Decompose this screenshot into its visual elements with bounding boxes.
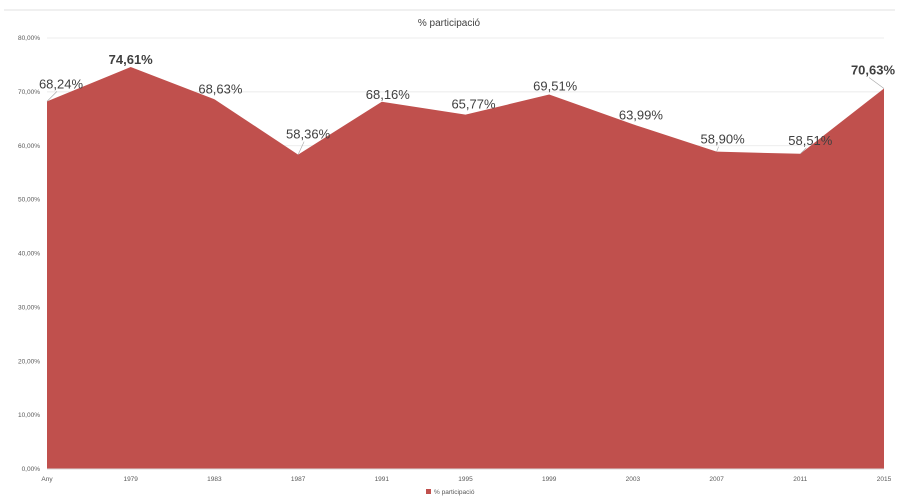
data-label: 58,36% <box>286 127 331 142</box>
y-tick-label: 0,00% <box>22 466 41 473</box>
data-labels: 68,24% 74,61% 68,63% 58,36% 68,16% 65,77% 69,5… <box>39 52 896 155</box>
x-tick-label: 2003 <box>626 476 641 483</box>
data-label: 68,24% <box>39 76 84 91</box>
data-label-leader <box>800 147 807 154</box>
y-tick-label: 50,00% <box>18 197 40 204</box>
x-tick-label: 1995 <box>458 476 473 483</box>
x-tick-label: 2011 <box>793 476 807 483</box>
x-tick-label: Any <box>41 476 53 483</box>
legend-entry: % participació <box>434 489 475 496</box>
data-label: 74,61% <box>109 52 154 67</box>
x-tick-label: 1991 <box>375 476 390 483</box>
y-tick-label: 30,00% <box>18 304 40 311</box>
chart-title: % participació <box>418 18 481 29</box>
data-label-leader <box>868 77 885 89</box>
y-tick-label: 80,00% <box>18 35 40 42</box>
data-label: 58,51% <box>788 133 833 148</box>
y-tick-label: 40,00% <box>18 251 40 258</box>
x-tick-label: 1979 <box>123 476 138 483</box>
legend-swatch <box>426 489 431 494</box>
data-label: 70,63% <box>851 62 896 77</box>
legend: % participació <box>426 489 475 496</box>
y-axis-ticks: 0,00% 10,00% 20,00% 30,00% 40,00% 50,00% 60,00… <box>18 35 40 473</box>
data-label-leader <box>297 141 305 155</box>
data-label-leader <box>46 91 58 102</box>
y-tick-label: 60,00% <box>18 143 40 150</box>
data-label: 69,51% <box>533 79 578 94</box>
data-label-leader <box>716 146 719 152</box>
data-label: 68,63% <box>198 81 243 96</box>
data-label: 63,99% <box>619 107 664 122</box>
series-area <box>47 67 884 470</box>
x-tick-label: 2015 <box>877 476 892 483</box>
x-axis-ticks: Any 1979 1983 1987 1991 1995 1999 2003 2007 2011 2… <box>41 476 891 483</box>
y-tick-label: 70,00% <box>18 89 40 96</box>
x-tick-label: 1999 <box>542 476 557 483</box>
data-label: 68,16% <box>366 87 411 102</box>
y-tick-label: 10,00% <box>18 412 40 419</box>
series-area-shape <box>47 67 884 469</box>
y-tick-label: 20,00% <box>18 358 40 365</box>
x-tick-label: 1983 <box>207 476 222 483</box>
x-tick-label: 2007 <box>709 476 724 483</box>
data-label: 58,90% <box>701 132 746 147</box>
data-label: 65,77% <box>451 97 496 112</box>
x-tick-label: 1987 <box>291 476 306 483</box>
